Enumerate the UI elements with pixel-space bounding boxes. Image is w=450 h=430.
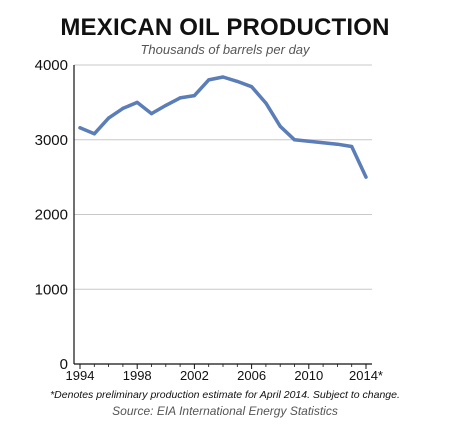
data-point [278, 124, 282, 128]
data-point [178, 96, 182, 100]
data-point [307, 139, 311, 143]
grid [74, 64, 372, 290]
data-point [92, 132, 96, 136]
series-line [78, 75, 368, 179]
data-point [207, 78, 211, 82]
data-point [78, 126, 82, 130]
data-point [135, 100, 139, 104]
data-point [107, 116, 111, 120]
data-point [192, 94, 196, 98]
data-point [149, 112, 154, 116]
chart-title: MEXICAN OIL PRODUCTION [60, 14, 390, 41]
x-tick-label: 2010 [294, 368, 323, 383]
data-point [221, 75, 225, 79]
y-tick-label: 4000 [35, 57, 68, 74]
x-tick-label: 1998 [123, 368, 152, 383]
series-layer [78, 75, 368, 179]
y-tick-label: 3000 [35, 132, 68, 149]
data-point [164, 103, 168, 107]
x-tick-label: 2002 [180, 368, 209, 383]
data-point [250, 85, 254, 89]
data-point [364, 175, 368, 179]
data-point [121, 106, 125, 110]
y-tick-label: 2000 [35, 207, 68, 224]
data-point [350, 144, 354, 149]
y-tick-label: 1000 [35, 281, 68, 298]
chart-source: Source: EIA International Energy Statist… [112, 404, 338, 418]
data-point [321, 141, 325, 145]
data-point [292, 138, 297, 142]
axes: 0 1000 2000 3000 4000 1994 1998 2002 2006 2010 201… [35, 57, 383, 383]
y-tick-label: 0 [60, 356, 68, 373]
chart-subtitle: Thousands of barrels per day [140, 42, 310, 57]
x-tick-label: 2014* [349, 368, 383, 383]
chart-footnote: *Denotes preliminary production estimate… [50, 389, 400, 401]
x-tick-label: 1994 [66, 368, 95, 383]
data-point [335, 142, 339, 146]
x-tick-label: 2006 [237, 368, 266, 383]
data-point [264, 101, 268, 105]
data-point [235, 79, 239, 83]
